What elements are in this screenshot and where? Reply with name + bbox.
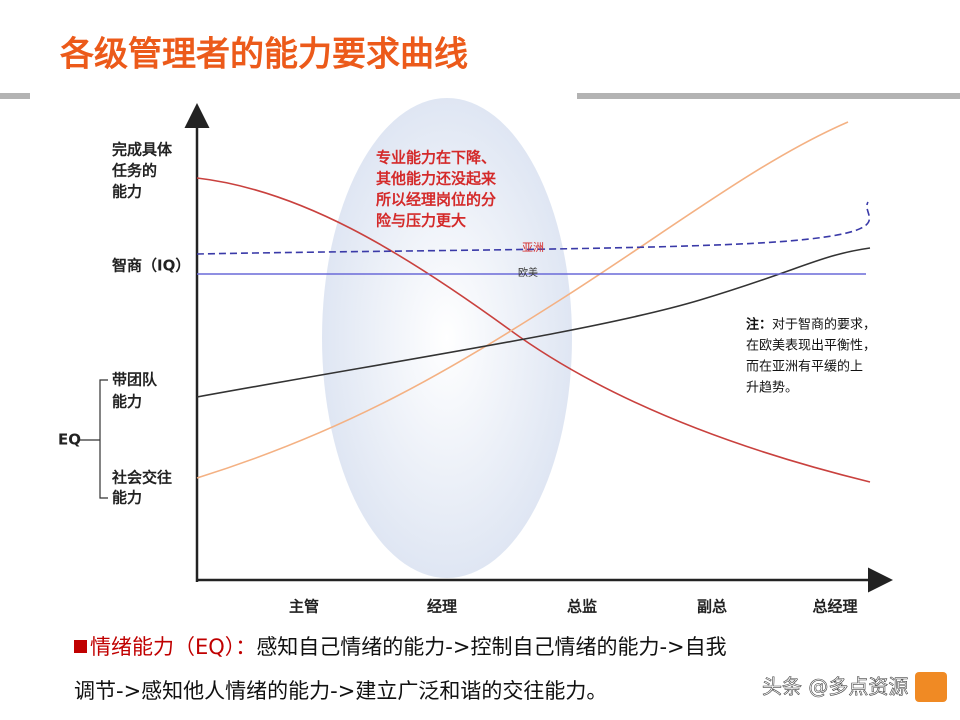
x-label: 经理 <box>427 598 457 616</box>
y-label: 社会交往 <box>111 469 172 487</box>
note-line: 升趋势。 <box>746 380 798 396</box>
y-label: 完成具体 <box>112 141 173 159</box>
y-label: 带团队 <box>112 371 158 389</box>
callout-line: 所以经理岗位的分 <box>376 191 496 209</box>
x-label: 副总 <box>697 598 727 616</box>
header-bar <box>0 93 30 99</box>
y-label: 智商（IQ） <box>112 257 190 275</box>
highlight-ellipse <box>322 98 572 578</box>
x-label: 总经理 <box>812 598 857 616</box>
curve-iq-asia <box>196 201 871 255</box>
x-label: 总监 <box>567 598 597 616</box>
x-label: 主管 <box>289 598 319 616</box>
eq-label: EQ <box>58 431 81 449</box>
curve-team <box>196 247 871 398</box>
curve-social <box>196 121 849 479</box>
note-line: 而在亚洲有平缓的上 <box>746 359 863 375</box>
header-bar <box>577 93 960 99</box>
bullet <box>74 640 87 653</box>
watermark: 头条 @多点资源 <box>762 675 908 699</box>
callout-line: 险与压力更大 <box>376 212 466 230</box>
note-label: 注： <box>746 317 772 333</box>
watermark-icon <box>915 672 947 702</box>
footer-line: 情绪能力（EQ）：感知自己情绪的能力->控制自己情绪的能力->自我 <box>90 635 727 659</box>
curve-task <box>196 177 871 483</box>
note-line: 在欧美表现出平衡性， <box>746 339 876 354</box>
y-label: 能力 <box>112 489 142 507</box>
line-label: 欧美 <box>518 266 538 279</box>
x-labels: 主管 经理 总监 副总 总经理 <box>289 598 858 616</box>
footer-heading: 情绪能力（EQ）： <box>90 635 256 659</box>
y-label: 能力 <box>112 393 142 411</box>
y-label: 能力 <box>112 183 142 201</box>
callout-line: 其他能力还没起来 <box>376 170 497 188</box>
footer-text: 感知自己情绪的能力->控制自己情绪的能力->自我 <box>256 635 726 659</box>
slide-title: 各级管理者的能力要求曲线 <box>60 35 468 75</box>
line-label: 亚洲 <box>522 241 544 254</box>
note-line: 对于智商的要求， <box>772 317 876 333</box>
y-label: 任务的 <box>111 162 157 180</box>
callout-line: 专业能力在下降、 <box>376 149 496 167</box>
footer-line: 调节->感知他人情绪的能力->建立广泛和谐的交往能力。 <box>74 679 607 703</box>
eq-bracket <box>99 379 108 499</box>
